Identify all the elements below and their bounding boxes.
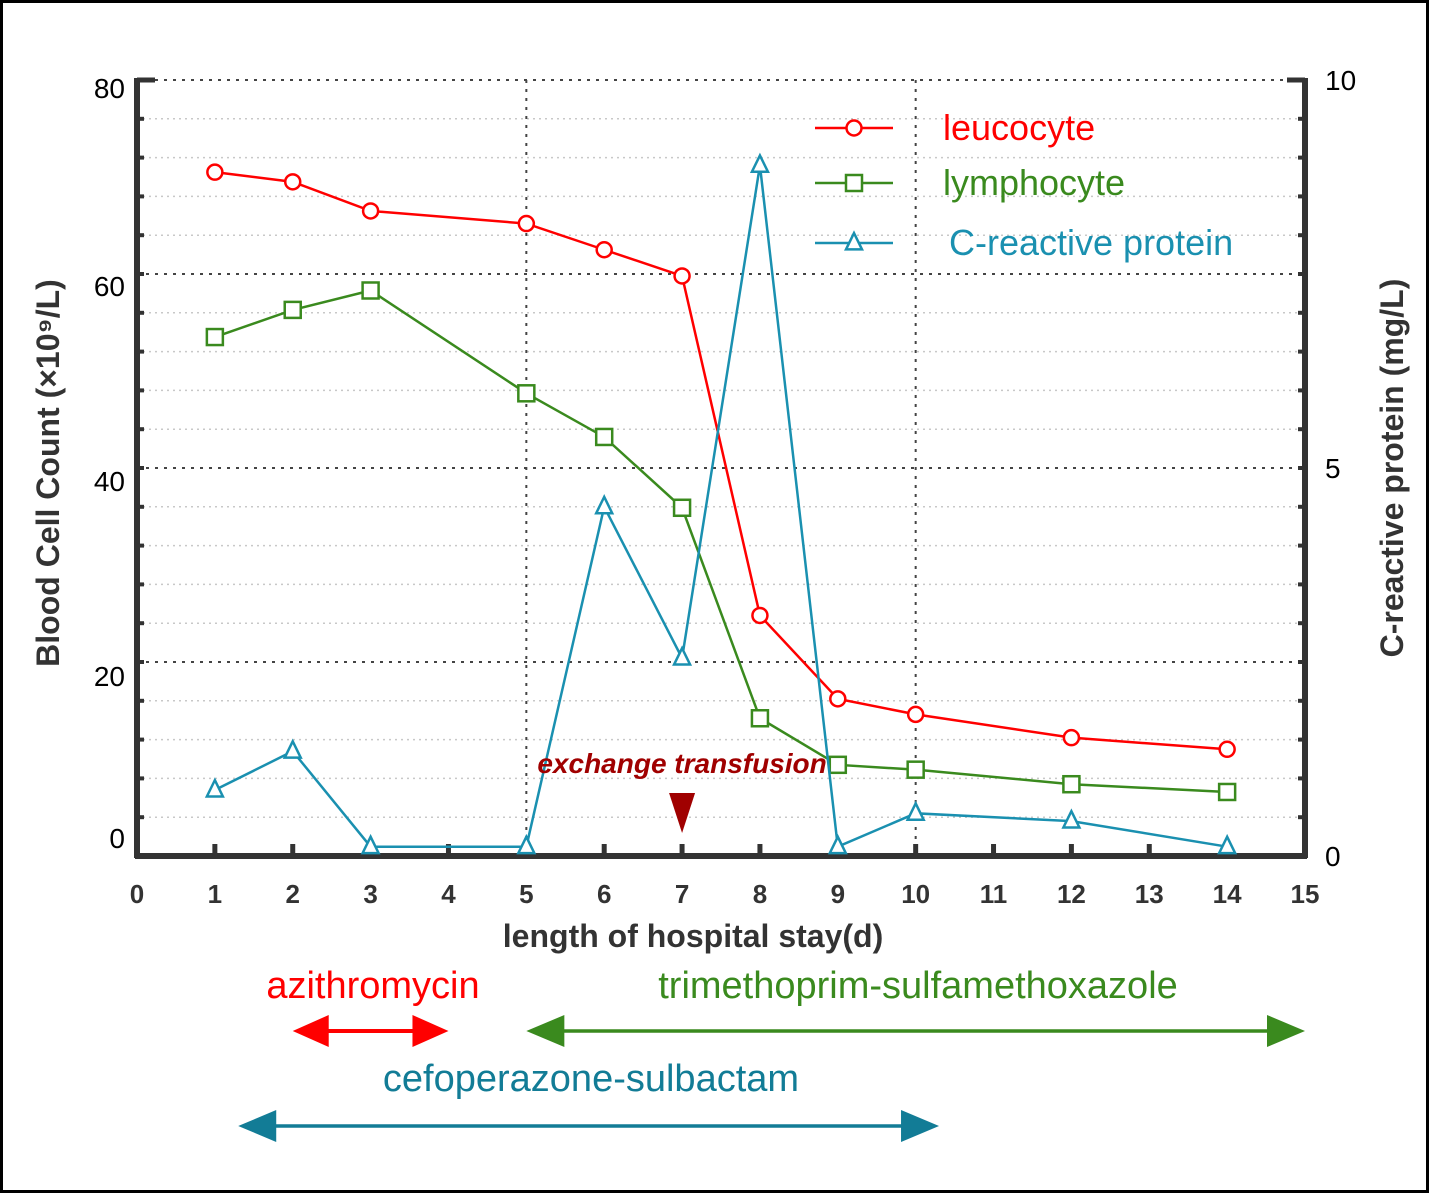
series-line-lymphocyte bbox=[214, 289, 1228, 794]
treatment-arrowhead-left bbox=[238, 1110, 277, 1142]
grid bbox=[137, 79, 1305, 856]
data-point-circle bbox=[206, 163, 224, 181]
treatment-arrowhead-right bbox=[901, 1110, 940, 1142]
y-right-tick-label: 0 bbox=[1325, 841, 1341, 872]
x-tick-label: 11 bbox=[980, 879, 1008, 909]
data-point-circle bbox=[845, 119, 863, 137]
y-tick-label: 60 bbox=[94, 271, 125, 302]
data-point-square bbox=[283, 300, 302, 320]
treatment-label: azithromycin bbox=[266, 965, 479, 1007]
treatment-arrowhead-right bbox=[412, 1015, 449, 1047]
data-point-triangle bbox=[516, 833, 537, 855]
data-point-square bbox=[1062, 774, 1081, 794]
treatment-arrowhead-left bbox=[526, 1015, 565, 1047]
annotation-arrow bbox=[669, 793, 696, 833]
data-point-square bbox=[844, 173, 864, 193]
data-point-square bbox=[517, 384, 536, 403]
data-point-circle bbox=[906, 705, 925, 724]
treatment-label: cefoperazone-sulbactam bbox=[383, 1058, 799, 1100]
legend-label: C-reactive protein bbox=[949, 222, 1233, 263]
treatment-arrowhead-left bbox=[292, 1015, 329, 1047]
x-tick-label: 14 bbox=[1213, 879, 1242, 909]
y-tick-label: 0 bbox=[109, 823, 125, 854]
x-tick-label: 3 bbox=[363, 879, 377, 909]
data-point-circle bbox=[751, 606, 769, 625]
data-point-triangle bbox=[360, 833, 381, 855]
y-right-tick-label: 5 bbox=[1325, 453, 1341, 484]
data-point-square bbox=[594, 427, 614, 447]
data-point-square bbox=[205, 327, 225, 347]
treatment-bars: azithromycin trimethoprim-sulfamethoxazol… bbox=[238, 965, 1305, 1142]
x-tick-label: 6 bbox=[597, 879, 611, 909]
legend: leucocyte lymphocyte C-reactive protein bbox=[815, 107, 1233, 263]
treatment-label: trimethoprim-sulfamethoxazole bbox=[658, 965, 1178, 1007]
annotation-label: exchange transfusion bbox=[537, 748, 826, 779]
annotations: exchange transfusion bbox=[537, 748, 827, 833]
data-point-circle bbox=[361, 202, 380, 220]
x-tick-label: 9 bbox=[831, 879, 845, 909]
data-point-triangle bbox=[1061, 808, 1082, 829]
data-point-triangle bbox=[672, 645, 693, 666]
x-tick-label: 4 bbox=[441, 879, 456, 909]
data-point-circle bbox=[1218, 740, 1236, 759]
data-point-triangle bbox=[827, 833, 848, 855]
y-tick-label: 80 bbox=[94, 73, 125, 104]
data-point-square bbox=[750, 709, 770, 728]
x-axis-title: length of hospital stay(d) bbox=[503, 918, 883, 954]
y-tick-label: 40 bbox=[94, 466, 125, 497]
legend-label: leucocyte bbox=[943, 107, 1095, 148]
x-tick-label: 2 bbox=[285, 879, 299, 909]
data-point-circle bbox=[829, 690, 847, 708]
data-point-triangle bbox=[1217, 833, 1238, 855]
x-tick-label: 1 bbox=[208, 879, 222, 909]
data-point-triangle bbox=[204, 777, 225, 798]
x-tick-label: 13 bbox=[1135, 879, 1164, 909]
data-point-circle bbox=[517, 214, 536, 233]
y-axis-title: Blood Cell Count (×10⁹/L) bbox=[30, 279, 66, 667]
treatment-arrowhead-right bbox=[1267, 1015, 1305, 1047]
data-point-square bbox=[828, 755, 848, 775]
x-tick-label: 5 bbox=[519, 879, 533, 909]
data-point-triangle bbox=[282, 738, 303, 759]
y-right-tick-label: 10 bbox=[1325, 65, 1356, 96]
data-point-square bbox=[1217, 782, 1237, 802]
x-tick-label: 7 bbox=[675, 879, 689, 909]
data-point-square bbox=[672, 498, 692, 518]
x-tick-label: 8 bbox=[753, 879, 767, 909]
data-point-circle bbox=[595, 241, 613, 259]
data-point-triangle bbox=[843, 230, 865, 251]
x-tick-label: 10 bbox=[901, 879, 930, 909]
y-right-axis-title: C-reactive protein (mg/L) bbox=[1374, 279, 1410, 658]
data-point-circle bbox=[673, 267, 691, 285]
x-tick-label: 12 bbox=[1057, 879, 1086, 909]
y-tick-label: 20 bbox=[94, 661, 125, 692]
data-point-square bbox=[361, 281, 380, 300]
x-tick-label: 0 bbox=[130, 879, 144, 909]
data-point-circle bbox=[283, 173, 302, 191]
data-point-triangle bbox=[905, 800, 926, 821]
data-point-triangle bbox=[749, 152, 770, 174]
legend-label: lymphocyte bbox=[943, 162, 1125, 203]
series-layer bbox=[204, 152, 1238, 855]
x-tick-label: 15 bbox=[1291, 879, 1320, 909]
data-point-circle bbox=[1062, 728, 1081, 747]
data-point-triangle bbox=[594, 494, 615, 515]
data-point-square bbox=[906, 760, 925, 779]
